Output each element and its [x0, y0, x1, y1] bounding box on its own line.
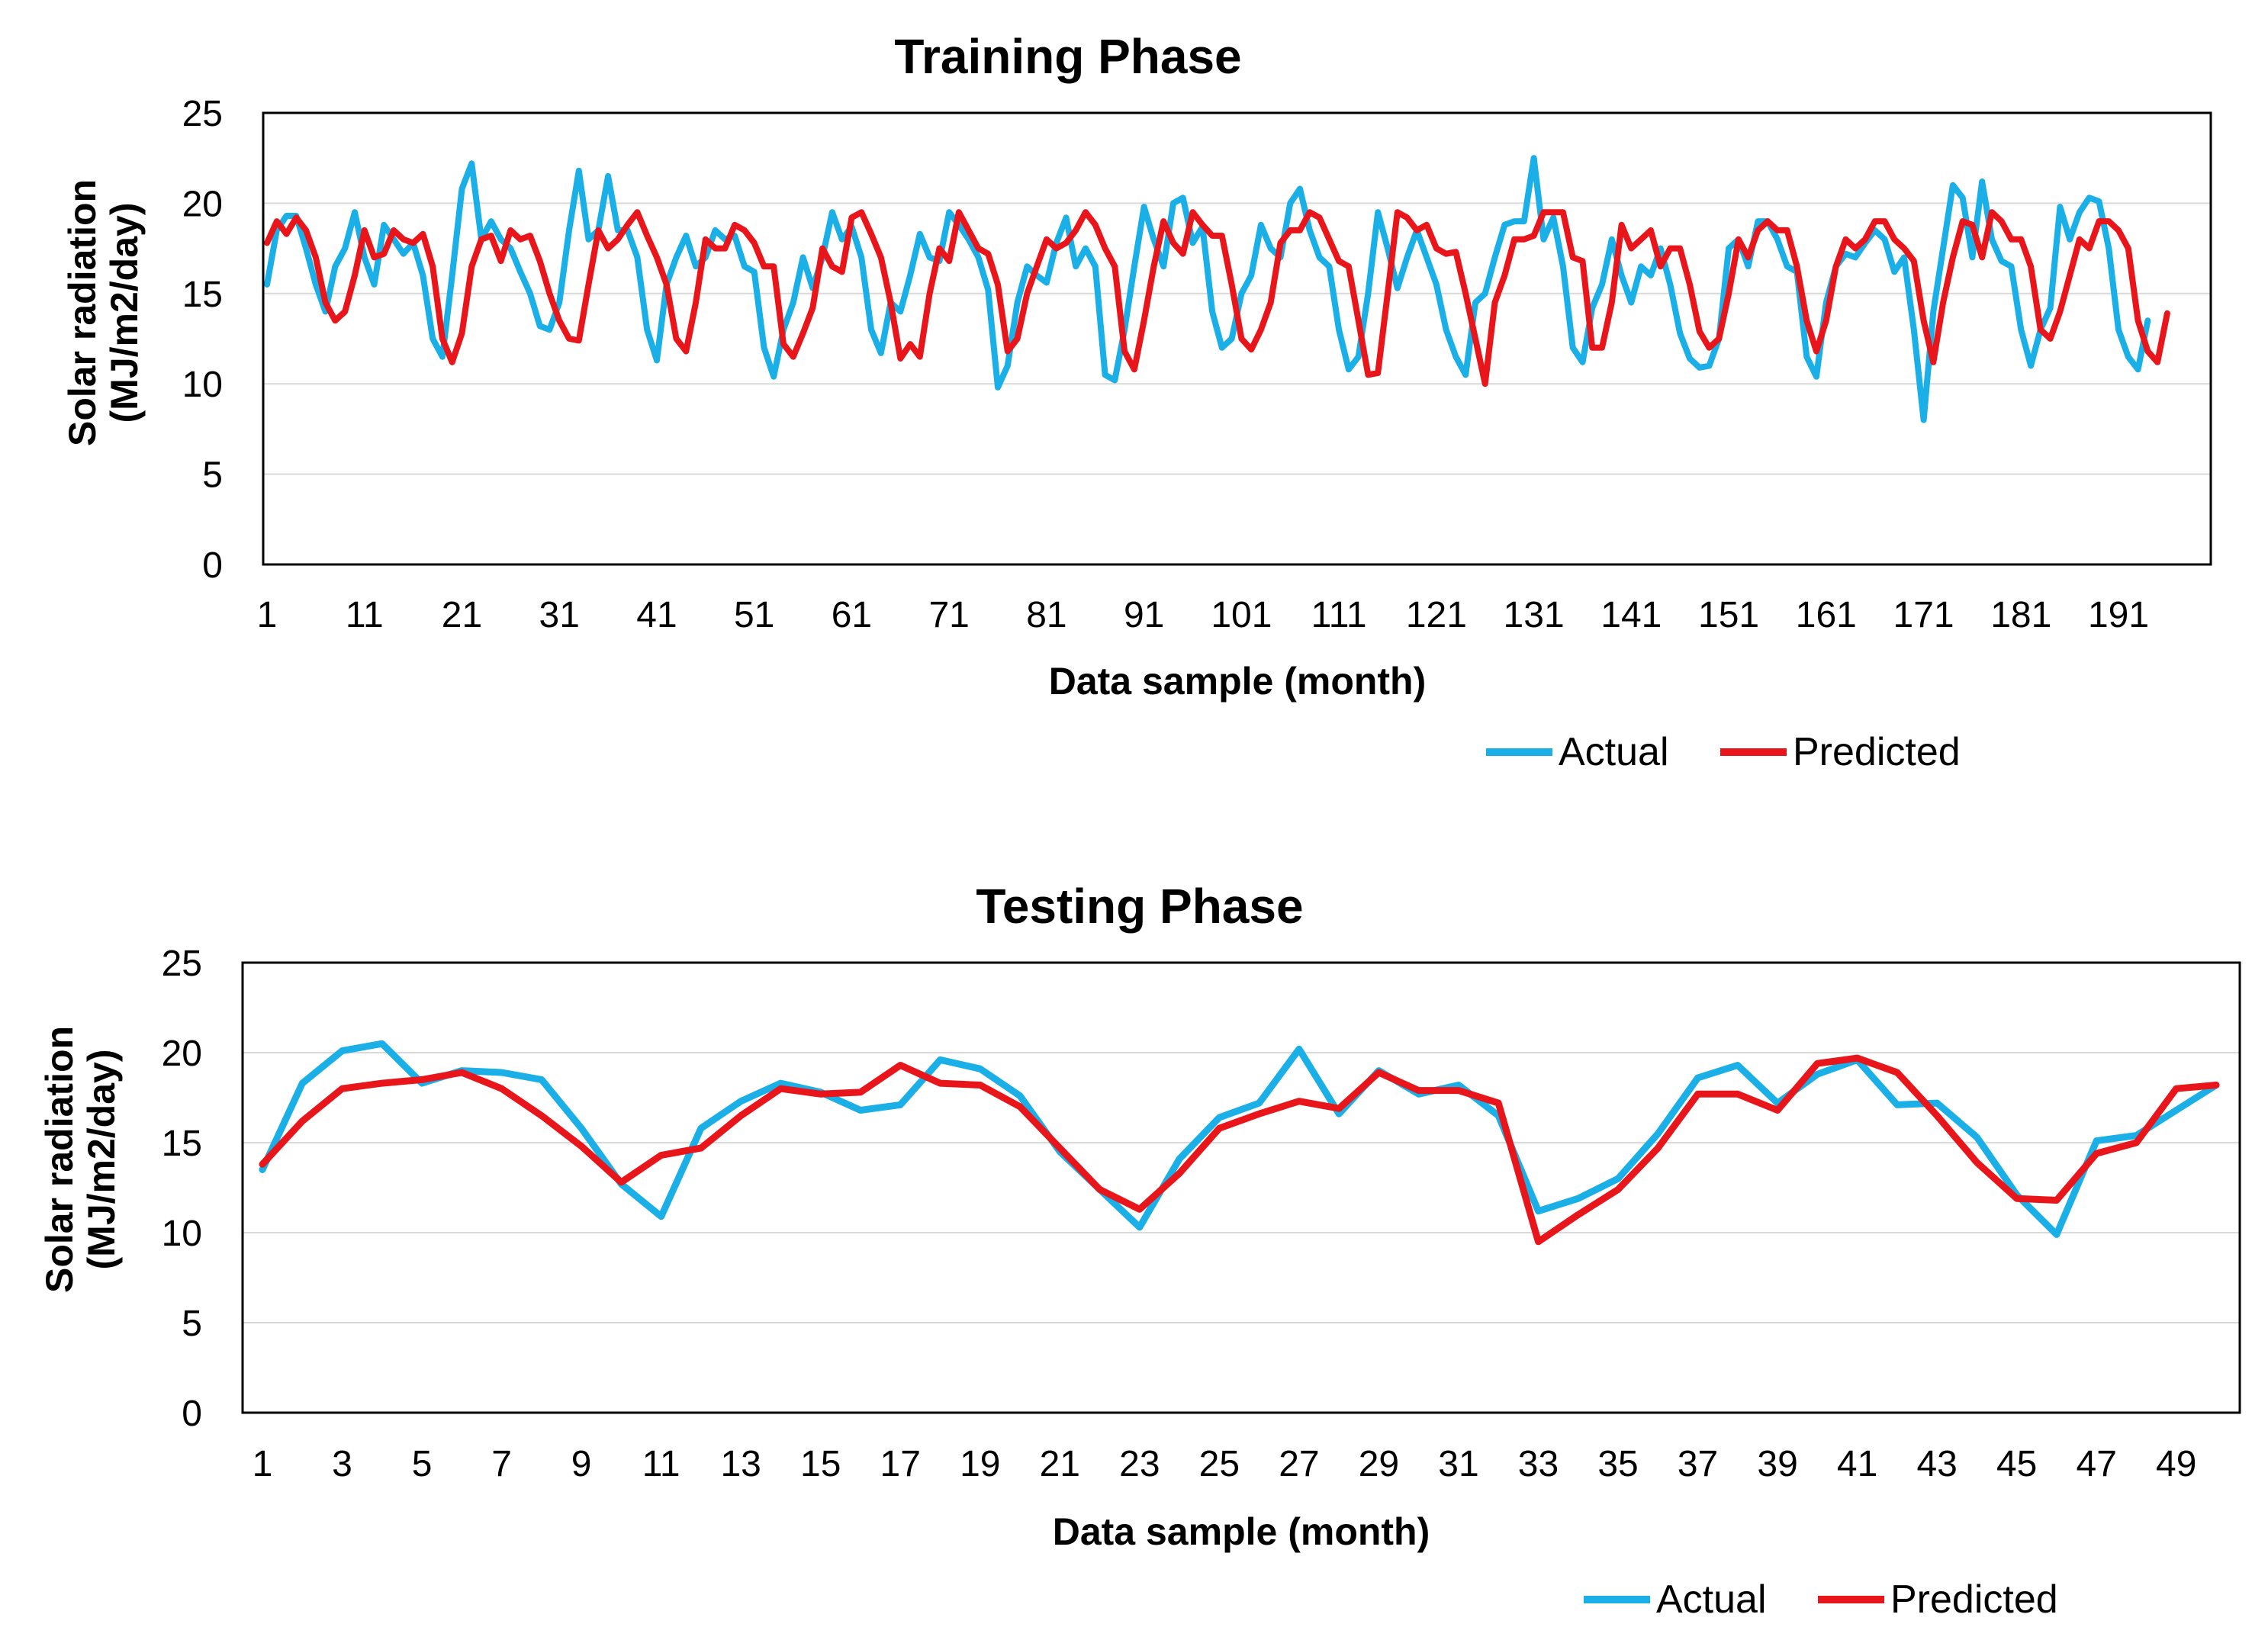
- series-lines: [259, 1040, 2220, 1246]
- x-tick-label: 23: [1119, 1444, 1160, 1484]
- x-tick-label: 21: [1040, 1444, 1080, 1484]
- x-axis-label: Data sample (month): [1053, 1510, 1430, 1553]
- x-tick-label: 141: [1600, 595, 1662, 635]
- x-tick-label: 81: [1026, 595, 1066, 635]
- x-tick-label: 101: [1211, 595, 1272, 635]
- y-tick-labels: 0 5 10 15 20 25: [182, 94, 223, 586]
- x-tick-label: 11: [642, 1444, 680, 1484]
- y-axis-label-line1: Solar radiation: [61, 179, 104, 446]
- x-tick-label: 39: [1757, 1444, 1797, 1484]
- y-tick-label: 25: [182, 94, 223, 134]
- x-tick-label: 151: [1698, 595, 1759, 635]
- x-tick-label: 29: [1359, 1444, 1399, 1484]
- x-tick-label: 1: [257, 595, 278, 635]
- x-axis-label: Data sample (month): [1049, 660, 1427, 703]
- x-tick-label: 19: [960, 1444, 1000, 1484]
- x-tick-label: 21: [442, 595, 482, 635]
- x-tick-label: 41: [1837, 1444, 1877, 1484]
- x-tick-label: 49: [2156, 1444, 2196, 1484]
- y-tick-labels: 0 5 10 15 20 25: [162, 944, 202, 1434]
- testing-chart: Testing Phase Solar radiation (MJ/m2/day…: [38, 879, 2241, 1622]
- x-tick-label: 11: [346, 595, 384, 635]
- x-tick-label: 181: [1990, 595, 2051, 635]
- x-tick-label: 7: [491, 1444, 512, 1484]
- x-tick-label: 31: [539, 595, 580, 635]
- y-tick-label: 10: [162, 1214, 202, 1254]
- x-tick-label: 9: [571, 1444, 592, 1484]
- y-axis-label: Solar radiation (MJ/m2/day): [38, 1026, 123, 1293]
- x-tick-labels: 1 3 5 7 9 11 13 15 17 19 21 23 25 27 29 31 33 35 37 39 41 43 4…: [253, 1444, 2197, 1484]
- x-tick-label: 37: [1678, 1444, 1718, 1484]
- chart-title: Training Phase: [894, 29, 1241, 84]
- y-axis-label: Solar radiation (MJ/m2/day): [61, 179, 146, 446]
- y-tick-label: 10: [182, 365, 223, 405]
- x-tick-label: 43: [1916, 1444, 1957, 1484]
- x-tick-label: 1: [253, 1444, 273, 1484]
- series-line-predicted: [259, 1054, 2220, 1246]
- plot-frame: [241, 961, 2241, 1414]
- x-tick-label: 171: [1893, 595, 1954, 635]
- x-tick-label: 3: [332, 1444, 352, 1484]
- x-tick-label: 121: [1406, 595, 1467, 635]
- x-tick-label: 111: [1311, 595, 1367, 635]
- x-tick-labels: 1 11 21 31 41 51 61 71 81 91 101 111 121 131 141 151 161…: [257, 595, 2149, 635]
- y-tick-label: 20: [182, 184, 223, 224]
- x-tick-label: 91: [1124, 595, 1164, 635]
- plot-frame: [262, 111, 2212, 566]
- x-tick-label: 31: [1438, 1444, 1478, 1484]
- legend-predicted-label: Predicted: [1793, 730, 1961, 774]
- y-axis-label-line1: Solar radiation: [38, 1026, 81, 1293]
- x-tick-label: 25: [1199, 1444, 1240, 1484]
- x-tick-label: 131: [1504, 595, 1565, 635]
- gridlines: [243, 1052, 2240, 1323]
- y-tick-label: 5: [182, 1304, 202, 1344]
- x-tick-label: 35: [1597, 1444, 1638, 1484]
- series-line-predicted: [264, 209, 2170, 387]
- x-tick-label: 71: [928, 595, 969, 635]
- x-tick-label: 5: [412, 1444, 433, 1484]
- legend-actual-label: Actual: [1559, 730, 1669, 774]
- y-tick-label: 25: [162, 944, 202, 984]
- x-tick-label: 45: [1996, 1444, 2037, 1484]
- training-chart: Training Phase Solar radiation (MJ/m2/da…: [61, 29, 2212, 774]
- x-tick-label: 191: [2088, 595, 2149, 635]
- y-tick-label: 0: [202, 545, 223, 586]
- x-tick-label: 41: [636, 595, 677, 635]
- x-tick-label: 51: [734, 595, 774, 635]
- y-axis-label-line2: (MJ/m2/day): [80, 1050, 123, 1270]
- y-tick-label: 15: [162, 1124, 202, 1164]
- y-tick-label: 5: [202, 455, 223, 496]
- x-tick-label: 17: [880, 1444, 921, 1484]
- y-axis-label-line2: (MJ/m2/day): [103, 203, 146, 423]
- x-tick-label: 47: [2077, 1444, 2117, 1484]
- legend-predicted-label: Predicted: [1890, 1577, 2058, 1622]
- series-line-actual: [259, 1040, 2220, 1238]
- y-tick-label: 20: [162, 1034, 202, 1074]
- chart-title: Testing Phase: [976, 879, 1303, 934]
- y-tick-label: 15: [182, 275, 223, 315]
- x-tick-label: 33: [1518, 1444, 1559, 1484]
- legend: Actual Predicted: [1486, 730, 1961, 774]
- x-tick-label: 27: [1279, 1444, 1319, 1484]
- x-tick-label: 61: [832, 595, 872, 635]
- y-tick-label: 0: [182, 1394, 202, 1434]
- series-lines: [264, 155, 2170, 423]
- x-tick-label: 15: [800, 1444, 841, 1484]
- legend-actual-label: Actual: [1656, 1577, 1767, 1622]
- x-tick-label: 161: [1796, 595, 1857, 635]
- legend: Actual Predicted: [1584, 1577, 2058, 1622]
- x-tick-label: 13: [720, 1444, 761, 1484]
